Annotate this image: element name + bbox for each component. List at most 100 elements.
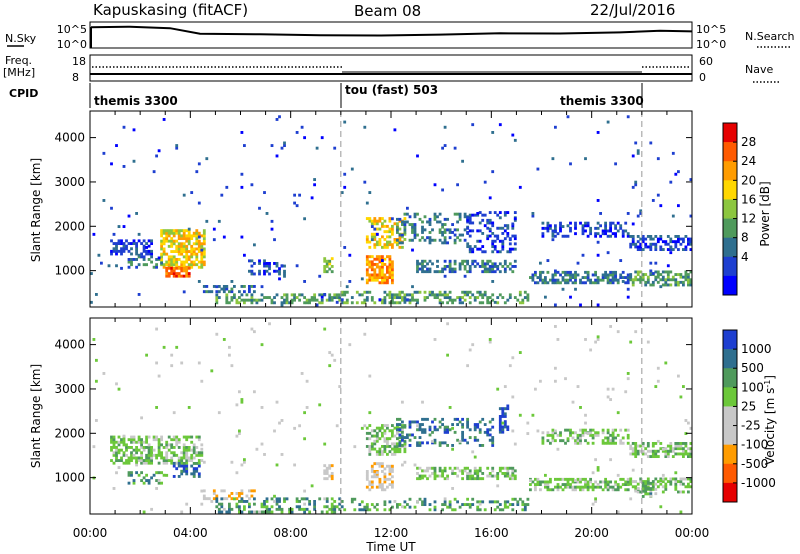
heatmap-cell	[315, 303, 319, 307]
heatmap-cell	[350, 167, 354, 171]
heatmap-cell	[290, 298, 294, 302]
heatmap-cell	[609, 480, 613, 484]
heatmap-cell	[619, 226, 623, 230]
heatmap-cell	[453, 472, 457, 475]
heatmap-cell	[644, 481, 648, 485]
heatmap-cell	[471, 229, 475, 233]
heatmap-cell	[468, 474, 472, 478]
heatmap-cell	[466, 423, 470, 427]
heatmap-cell	[544, 483, 547, 487]
heatmap-cell	[468, 267, 472, 271]
heatmap-cell	[468, 270, 472, 274]
heatmap-cell	[551, 436, 555, 440]
heatmap-cell	[656, 480, 660, 484]
heatmap-cell	[621, 436, 625, 440]
heatmap-cell	[130, 440, 133, 444]
heatmap-cell	[207, 290, 211, 294]
heatmap-cell	[330, 353, 334, 357]
heatmap-cell	[671, 455, 675, 459]
heatmap-cell	[606, 395, 610, 399]
heatmap-cell	[122, 434, 126, 438]
heatmap-cell	[386, 245, 389, 249]
heatmap-cell	[373, 470, 377, 473]
heatmap-cell	[370, 255, 374, 259]
heatmap-cell	[581, 226, 585, 230]
heatmap-cell	[135, 446, 139, 449]
heatmap-cell	[200, 242, 204, 246]
heatmap-cell	[240, 398, 244, 402]
heatmap-cell	[167, 260, 171, 264]
heatmap-cell	[626, 234, 630, 238]
heatmap-cell	[280, 507, 284, 511]
heatmap-cell	[142, 263, 146, 267]
heatmap-cell	[187, 406, 191, 409]
heatmap-cell	[651, 242, 655, 246]
heatmap-cell	[433, 508, 437, 512]
heatmap-cell	[621, 232, 625, 236]
heatmap-cell	[656, 193, 660, 197]
heatmap-cell	[651, 280, 655, 284]
heatmap-cell	[659, 285, 663, 289]
heatmap-cell	[408, 444, 412, 447]
heatmap-cell	[689, 477, 693, 481]
heatmap-cell	[584, 439, 587, 443]
heatmap-cell	[551, 238, 555, 242]
heatmap-cell	[132, 242, 136, 246]
heatmap-cell	[664, 482, 668, 486]
heatmap-cell	[391, 467, 394, 471]
heatmap-cell	[210, 369, 214, 373]
heatmap-cell	[192, 242, 196, 246]
heatmap-cell	[493, 265, 497, 268]
heatmap-cell	[260, 502, 264, 506]
heatmap-cell	[453, 241, 457, 245]
heatmap-cell	[536, 477, 540, 481]
heatmap-cell	[192, 231, 196, 235]
heatmap-cell	[626, 276, 630, 280]
heatmap-cell	[300, 293, 304, 297]
heatmap-cell	[609, 485, 613, 489]
heatmap-cell	[566, 278, 570, 282]
heatmap-cell	[202, 242, 206, 246]
heatmap-cell	[165, 239, 169, 243]
heatmap-cell	[401, 298, 404, 302]
heatmap-cell	[423, 417, 427, 421]
heatmap-cell	[684, 477, 688, 481]
heatmap-cell	[212, 227, 216, 231]
heatmap-cell	[215, 290, 219, 294]
heatmap-cell	[513, 218, 517, 222]
heatmap-cell	[453, 417, 457, 421]
heatmap-cell	[639, 242, 643, 246]
heatmap-cell	[689, 270, 693, 274]
heatmap-cell	[378, 273, 382, 277]
heatmap-cell	[564, 281, 567, 285]
heatmap-cell	[112, 232, 116, 236]
heatmap-cell	[428, 223, 432, 227]
heatmap-cell	[375, 219, 379, 223]
heatmap-cell	[381, 450, 384, 454]
heatmap-cell	[626, 212, 630, 215]
heatmap-cell	[320, 136, 324, 140]
heatmap-cell	[197, 260, 201, 264]
heatmap-cell	[503, 466, 507, 470]
heatmap-cell	[375, 257, 379, 261]
heatmap-cell	[248, 290, 251, 294]
heatmap-cell	[426, 466, 429, 470]
heatmap-cell	[684, 452, 688, 456]
heatmap-cell	[375, 437, 379, 441]
heatmap-cell	[458, 439, 462, 443]
heatmap-cell	[634, 245, 638, 249]
heatmap-cell	[594, 485, 598, 489]
heatmap-cell	[451, 301, 455, 305]
heatmap-cell	[260, 285, 264, 289]
heatmap-cell	[383, 439, 387, 443]
heatmap-cell	[591, 441, 595, 445]
heatmap-cell	[381, 462, 384, 466]
heatmap-cell	[641, 484, 645, 488]
heatmap-cell	[245, 500, 249, 503]
heatmap-cell	[491, 298, 495, 302]
heatmap-cell	[202, 494, 206, 498]
heatmap-cell	[674, 273, 678, 277]
heatmap-cell	[443, 296, 447, 300]
heatmap-cell	[182, 255, 186, 259]
heatmap-cell	[674, 242, 678, 246]
